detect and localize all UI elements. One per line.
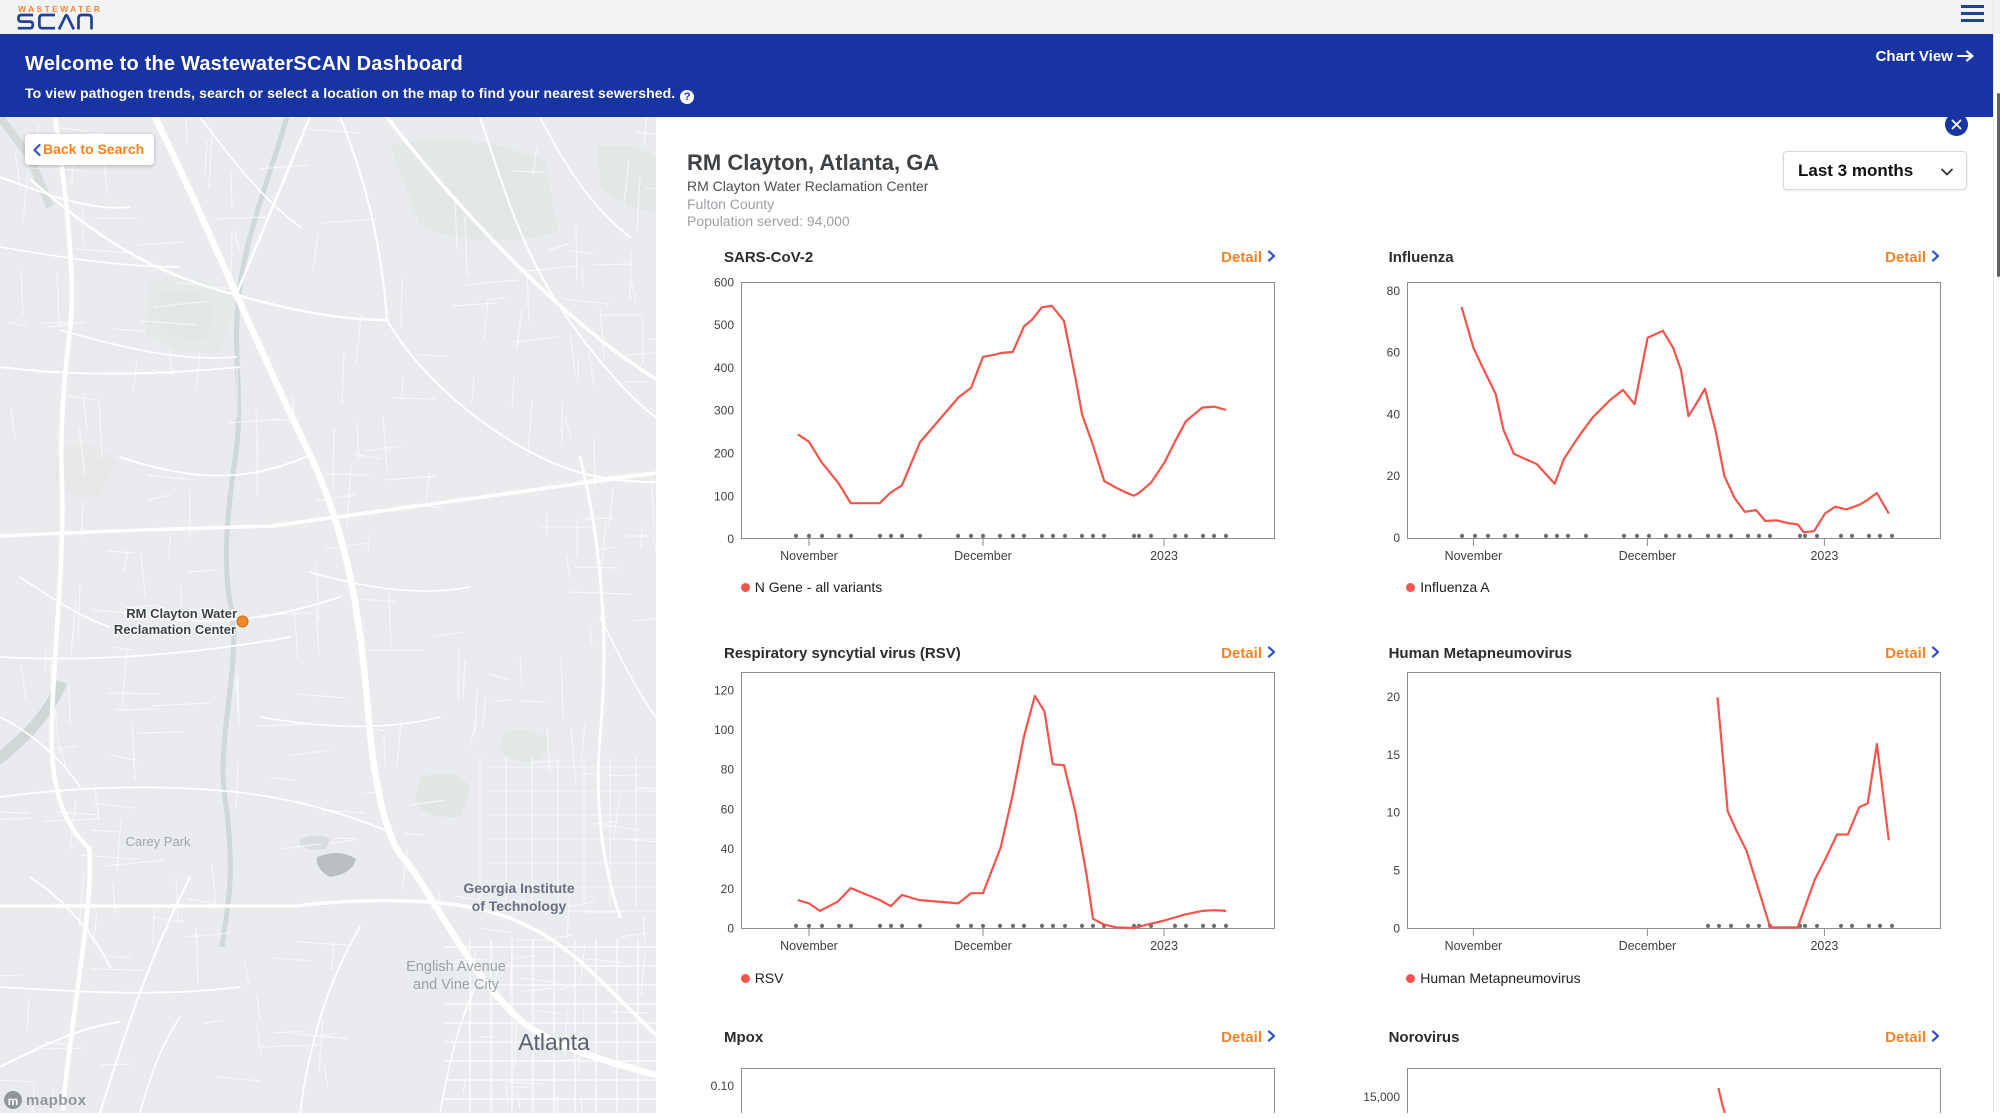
svg-text:November: November [1444, 939, 1502, 953]
svg-text:15,000: 15,000 [1363, 1090, 1400, 1104]
svg-text:40: 40 [721, 842, 735, 856]
svg-text:15: 15 [1386, 747, 1400, 761]
svg-text:mapbox: mapbox [26, 1092, 87, 1109]
svg-text:0: 0 [727, 532, 734, 546]
svg-text:November: November [780, 549, 838, 563]
svg-text:RM Clayton Water: RM Clayton Water [126, 606, 237, 621]
svg-text:0: 0 [1393, 530, 1400, 544]
svg-text:10: 10 [1386, 805, 1400, 819]
svg-text:0: 0 [727, 921, 734, 935]
svg-text:2023: 2023 [1150, 549, 1178, 563]
svg-text:Carey Park: Carey Park [125, 834, 191, 849]
svg-text:December: December [1618, 939, 1676, 953]
svg-text:20: 20 [1386, 469, 1400, 483]
svg-text:2023: 2023 [1150, 939, 1178, 953]
svg-text:November: November [1444, 549, 1502, 563]
svg-text:December: December [1618, 549, 1676, 563]
svg-text:20: 20 [721, 881, 735, 895]
svg-text:English Avenue: English Avenue [406, 959, 506, 975]
svg-text:Reclamation Center: Reclamation Center [114, 622, 236, 637]
svg-text:m: m [8, 1094, 19, 1108]
svg-text:0.10: 0.10 [711, 1079, 735, 1093]
svg-text:120: 120 [714, 683, 734, 697]
svg-text:2023: 2023 [1810, 939, 1838, 953]
svg-text:300: 300 [714, 403, 734, 417]
svg-text:40: 40 [1386, 407, 1400, 421]
svg-text:80: 80 [1386, 283, 1400, 297]
svg-text:20: 20 [1386, 689, 1400, 703]
svg-text:2023: 2023 [1810, 549, 1838, 563]
svg-text:Georgia Institute: Georgia Institute [463, 880, 574, 896]
svg-text:December: December [954, 549, 1012, 563]
svg-text:80: 80 [721, 762, 735, 776]
svg-text:100: 100 [714, 489, 734, 503]
svg-text:100: 100 [714, 723, 734, 737]
svg-text:500: 500 [714, 318, 734, 332]
svg-text:600: 600 [714, 275, 734, 289]
svg-text:0: 0 [1393, 921, 1400, 935]
svg-text:200: 200 [714, 446, 734, 460]
svg-text:60: 60 [1386, 345, 1400, 359]
svg-text:of Technology: of Technology [472, 898, 567, 914]
svg-text:and Vine City: and Vine City [413, 977, 500, 993]
svg-text:60: 60 [721, 802, 735, 816]
svg-text:November: November [780, 939, 838, 953]
svg-text:5: 5 [1393, 863, 1400, 877]
svg-text:December: December [954, 939, 1012, 953]
svg-text:Atlanta: Atlanta [518, 1029, 590, 1055]
svg-text:400: 400 [714, 360, 734, 374]
